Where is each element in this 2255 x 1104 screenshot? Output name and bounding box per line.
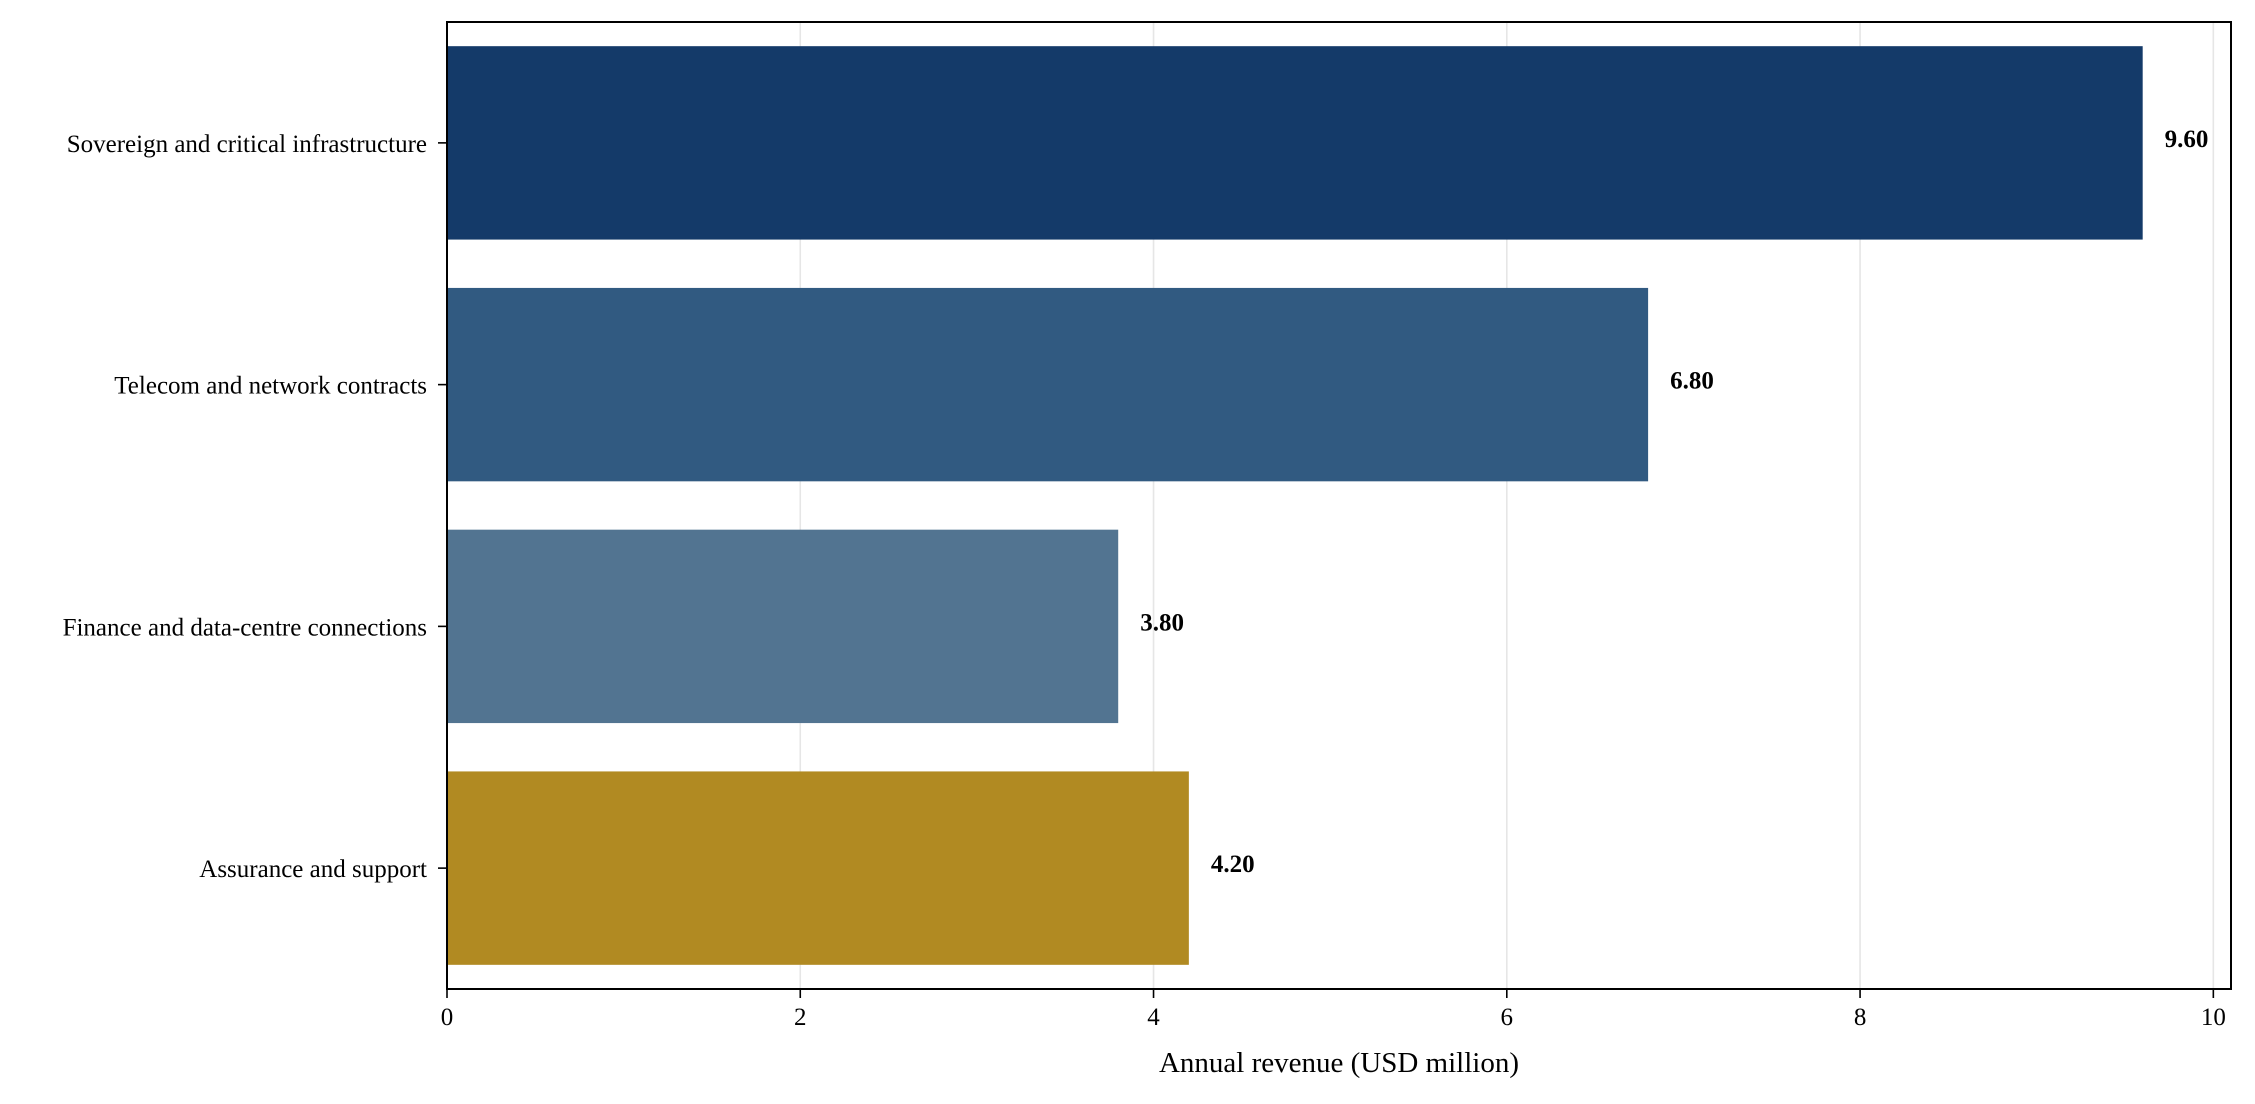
- x-tick-label: 8: [1854, 1004, 1867, 1031]
- category-label: Sovereign and critical infrastructure: [67, 131, 427, 158]
- x-tick-label: 4: [1147, 1004, 1160, 1031]
- bar-2: [447, 287, 1649, 482]
- axis-ticks: [438, 142, 2215, 998]
- x-tick-label: 0: [441, 1004, 454, 1031]
- category-label: Assurance and support: [199, 856, 427, 883]
- value-label: 4.20: [1211, 851, 1255, 878]
- value-label: 9.60: [2165, 126, 2209, 153]
- category-label: Finance and data-centre connections: [63, 614, 427, 641]
- labels: 0 2 4 6 8 10 Sovereign and critical infrastruc…: [63, 126, 2226, 1031]
- bars: [447, 46, 2143, 965]
- bar-3: [447, 529, 1119, 724]
- plot-frame: [446, 21, 2232, 990]
- bar-4: [447, 771, 1189, 965]
- x-axis-title: Annual revenue (USD million): [1159, 1047, 1519, 1079]
- bar-1: [447, 46, 2143, 240]
- x-tick-label: 2: [794, 1004, 807, 1031]
- x-tick-label: 10: [2201, 1004, 2226, 1031]
- category-label: Telecom and network contracts: [114, 373, 427, 400]
- x-tick-label: 6: [1501, 1004, 1514, 1031]
- value-label: 6.80: [1670, 368, 1714, 395]
- value-label: 3.80: [1140, 609, 1184, 636]
